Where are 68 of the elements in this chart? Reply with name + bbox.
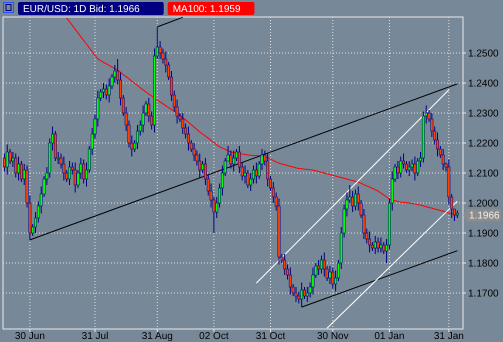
candlestick	[442, 148, 445, 170]
candlestick	[54, 130, 57, 162]
candlestick	[317, 260, 320, 276]
candlestick	[408, 160, 411, 176]
x-tick-label: 02 Oct	[199, 331, 229, 342]
x-tick-label: 31 Oct	[256, 331, 286, 342]
candlestick	[413, 156, 416, 181]
x-tick-label: 01 Jan	[374, 331, 404, 342]
candlestick	[192, 142, 196, 162]
candlestick	[62, 156, 66, 181]
y-tick-label: 1.1700	[468, 288, 500, 300]
candlestick	[181, 112, 184, 134]
candlestick	[283, 254, 286, 276]
candlestick	[396, 160, 400, 180]
text: MA100: 1.1959	[172, 4, 241, 15]
candlestick	[328, 266, 332, 284]
candlestick	[399, 156, 402, 178]
candlestick	[136, 124, 139, 150]
x-tick-label: 30 Nov	[316, 331, 349, 342]
candlestick	[379, 237, 382, 253]
candlestick	[374, 236, 377, 254]
y-tick-label: 1.2200	[468, 138, 500, 150]
y-tick-label: 1.2400	[468, 78, 500, 90]
candlestick	[266, 153, 270, 187]
candlestick	[20, 160, 23, 182]
candlestick	[74, 162, 77, 193]
candlestick	[8, 148, 12, 164]
y-tick-label: 1.2000	[468, 198, 500, 210]
y-tick-label: 1.1800	[468, 258, 500, 270]
candlestick	[142, 105, 145, 133]
candlestick	[410, 159, 414, 172]
candlestick	[354, 189, 357, 211]
candlestick	[320, 255, 323, 274]
candlestick	[254, 162, 258, 184]
x-tick-label: 31 Jan	[434, 331, 464, 342]
candlestick	[102, 82, 105, 98]
candlestick	[382, 242, 386, 254]
candlestick	[232, 150, 236, 172]
candlestick	[368, 231, 372, 253]
candlestick	[376, 237, 380, 253]
candlestick	[322, 252, 326, 277]
candlestick	[306, 286, 309, 302]
candlestick	[312, 267, 314, 295]
candlestick	[14, 153, 18, 178]
x-tick-label: 30 Jun	[14, 331, 45, 342]
y-tick-label: 1.2300	[468, 108, 500, 120]
candlestick	[300, 282, 304, 308]
candlestick	[331, 267, 334, 289]
y-tick-label: 1.2500	[468, 48, 500, 60]
candlestick	[288, 267, 292, 295]
candlestick	[68, 160, 71, 186]
candlestick	[244, 165, 246, 184]
candlestick	[108, 78, 111, 103]
candlestick	[82, 159, 86, 184]
x-tick-label: 31 Jul	[82, 331, 108, 342]
y-tick-label: 1.1900	[468, 228, 500, 240]
candlestick	[6, 144, 9, 175]
candlestick	[229, 150, 232, 169]
candlestick	[246, 170, 250, 188]
y-tick-label: 1.2100	[468, 168, 500, 180]
text: 1.1966	[469, 210, 500, 222]
candlestick	[186, 126, 190, 151]
x-tick-label: 31 Aug	[142, 331, 173, 342]
candlestick	[294, 286, 298, 302]
chart-title: EUR/USD: 1D Bid: 1.1966	[23, 4, 140, 15]
candlestick	[17, 156, 20, 181]
candlestick	[198, 153, 202, 178]
candlestick	[303, 286, 306, 300]
